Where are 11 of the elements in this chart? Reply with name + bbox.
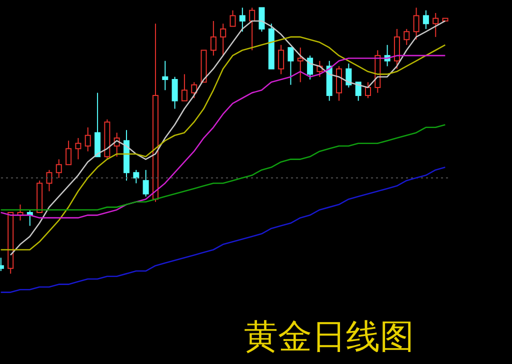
text: 黄金日线图 (244, 316, 414, 359)
candlestick (220, 23, 226, 56)
candlestick (336, 66, 342, 102)
candlestick (249, 7, 256, 51)
candlestick (75, 138, 82, 160)
candlestick (84, 126, 91, 152)
candlestick (432, 12, 439, 38)
candlestick (297, 47, 304, 83)
candlestick (239, 7, 246, 32)
candlestick (114, 132, 120, 158)
candlestick (162, 60, 168, 91)
